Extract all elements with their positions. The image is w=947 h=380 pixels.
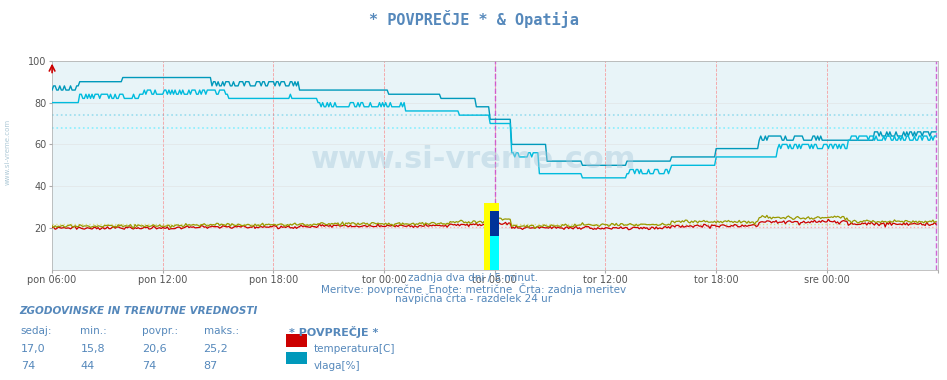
Text: * POVPREČJE * & Opatija: * POVPREČJE * & Opatija: [368, 10, 579, 27]
Text: sedaj:: sedaj:: [21, 326, 52, 336]
Bar: [491, 211, 499, 270]
Text: 74: 74: [21, 361, 35, 371]
Text: povpr.:: povpr.:: [142, 326, 178, 336]
Text: maks.:: maks.:: [204, 326, 239, 336]
Text: 17,0: 17,0: [21, 344, 45, 353]
Text: 20,6: 20,6: [142, 344, 167, 353]
Text: zadnja dva dni / 5 minut.: zadnja dva dni / 5 minut.: [408, 273, 539, 283]
Text: navpična črta - razdelek 24 ur: navpična črta - razdelek 24 ur: [395, 293, 552, 304]
Text: 44: 44: [80, 361, 95, 371]
Text: Meritve: povprečne  Enote: metrične  Črta: zadnja meritev: Meritve: povprečne Enote: metrične Črta:…: [321, 283, 626, 295]
Text: temperatura[C]: temperatura[C]: [313, 344, 395, 353]
Text: * POVPREČJE *: * POVPREČJE *: [289, 326, 378, 338]
Text: 25,2: 25,2: [204, 344, 228, 353]
Text: 74: 74: [142, 361, 156, 371]
Text: www.si-vreme.com: www.si-vreme.com: [5, 119, 10, 185]
Bar: [484, 203, 499, 270]
Text: 15,8: 15,8: [80, 344, 105, 353]
Text: vlaga[%]: vlaga[%]: [313, 361, 360, 371]
Bar: [491, 211, 499, 236]
Text: min.:: min.:: [80, 326, 107, 336]
Text: ZGODOVINSKE IN TRENUTNE VREDNOSTI: ZGODOVINSKE IN TRENUTNE VREDNOSTI: [19, 306, 258, 316]
Text: 87: 87: [204, 361, 218, 371]
Text: www.si-vreme.com: www.si-vreme.com: [311, 145, 636, 174]
